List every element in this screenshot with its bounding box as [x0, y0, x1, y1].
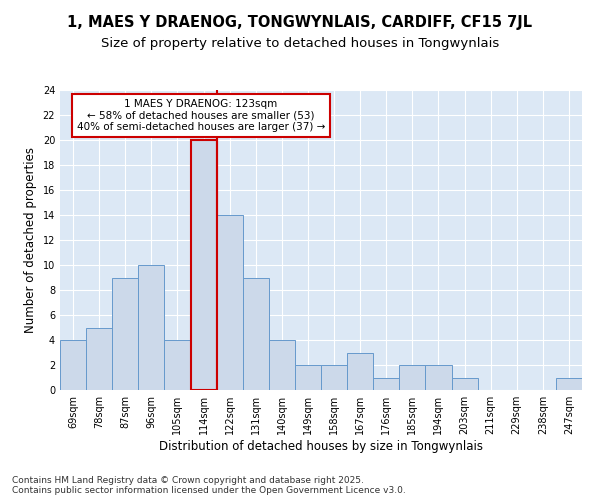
Bar	[60, 340, 86, 390]
Bar	[191, 140, 217, 390]
Bar	[86, 328, 112, 390]
Bar	[347, 352, 373, 390]
Bar	[112, 278, 139, 390]
Text: Contains HM Land Registry data © Crown copyright and database right 2025.
Contai: Contains HM Land Registry data © Crown c…	[12, 476, 406, 495]
Bar	[556, 378, 582, 390]
Bar	[139, 265, 164, 390]
Bar	[164, 340, 191, 390]
Bar	[452, 378, 478, 390]
Y-axis label: Number of detached properties: Number of detached properties	[24, 147, 37, 333]
Bar	[242, 278, 269, 390]
Bar	[425, 365, 452, 390]
Bar	[295, 365, 321, 390]
Text: 1, MAES Y DRAENOG, TONGWYNLAIS, CARDIFF, CF15 7JL: 1, MAES Y DRAENOG, TONGWYNLAIS, CARDIFF,…	[67, 15, 533, 30]
Bar	[373, 378, 400, 390]
Text: Size of property relative to detached houses in Tongwynlais: Size of property relative to detached ho…	[101, 38, 499, 51]
Bar	[269, 340, 295, 390]
Bar	[217, 215, 243, 390]
Bar	[321, 365, 347, 390]
Text: 1 MAES Y DRAENOG: 123sqm
← 58% of detached houses are smaller (53)
40% of semi-d: 1 MAES Y DRAENOG: 123sqm ← 58% of detach…	[77, 99, 325, 132]
Bar	[400, 365, 425, 390]
X-axis label: Distribution of detached houses by size in Tongwynlais: Distribution of detached houses by size …	[159, 440, 483, 453]
